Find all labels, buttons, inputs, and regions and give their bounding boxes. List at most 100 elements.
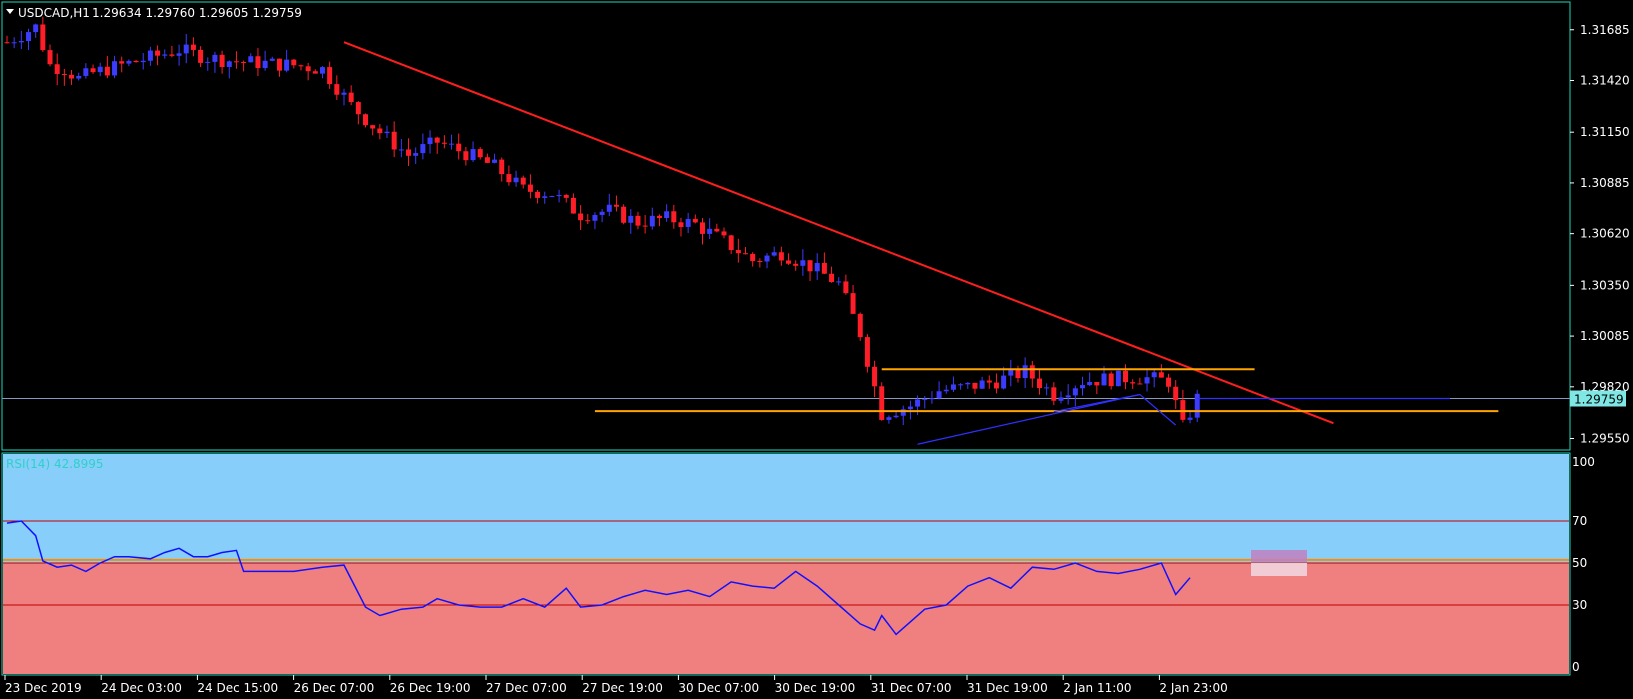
bull-candle — [979, 380, 985, 389]
bear-candle — [119, 61, 125, 64]
bull-candle — [1001, 375, 1007, 389]
time-tick-label: 31 Dec 07:00 — [871, 681, 952, 695]
rsi-label: RSI(14) 42.8995 — [6, 457, 104, 471]
bear-candle — [570, 197, 576, 214]
bear-candle — [563, 195, 569, 198]
bear-candle — [169, 54, 175, 56]
bull-candle — [420, 144, 426, 154]
price-tick-label: 1.31420 — [1580, 73, 1630, 87]
bull-candle — [1194, 393, 1200, 418]
bull-candle — [1101, 373, 1107, 386]
bull-candle — [893, 415, 899, 418]
price-axis[interactable]: 1.31685 1.31420 1.31150 1.30885 1.30620 1.303… — [1570, 23, 1630, 446]
bear-candle — [743, 253, 749, 255]
time-axis[interactable]: 23 Dec 2019 24 Dec 03:00 24 Dec 15:00 26 De… — [4, 675, 1228, 695]
bull-candle — [269, 58, 275, 61]
rsi-axis: 100 70 50 30 0 — [1572, 455, 1595, 674]
bull-candle — [915, 399, 921, 407]
bear-candle — [613, 204, 619, 207]
bull-candle — [1072, 388, 1078, 396]
bear-candle — [714, 228, 720, 232]
candlesticks — [4, 16, 1200, 426]
bear-candle — [1166, 377, 1172, 387]
bull-candle — [664, 211, 670, 218]
bear-candle — [477, 149, 483, 158]
bull-candle — [470, 149, 476, 161]
bear-candle — [463, 151, 469, 161]
bull-candle — [707, 228, 713, 234]
price-tick-label: 1.29820 — [1580, 380, 1630, 394]
bull-candle — [413, 153, 419, 156]
bear-candle — [312, 71, 318, 74]
bull-candle — [284, 59, 290, 71]
bear-candle — [635, 215, 641, 226]
bull-candle — [936, 391, 942, 399]
bear-candle — [327, 67, 333, 85]
rsi-level-label: 30 — [1572, 598, 1587, 612]
price-tick-label: 1.30620 — [1580, 227, 1630, 241]
bear-candle — [578, 213, 584, 221]
dropdown-arrow-icon[interactable] — [6, 9, 14, 14]
bear-candle — [750, 253, 756, 262]
bear-candle — [527, 184, 533, 192]
bear-candle — [692, 218, 698, 223]
bear-candle — [986, 380, 992, 383]
rsi-highlight-box-top — [1251, 550, 1307, 562]
bear-candle — [807, 260, 813, 272]
bull-candle — [764, 255, 770, 262]
bull-candle — [1080, 385, 1085, 389]
bear-candle — [1051, 387, 1057, 401]
bear-candle — [298, 65, 304, 67]
bear-candle — [47, 50, 53, 65]
current-price-label: 1.29759 — [1574, 392, 1624, 406]
price-tick-label: 1.31150 — [1580, 125, 1630, 139]
bull-candle — [1044, 387, 1050, 389]
bull-candle — [341, 92, 347, 95]
bull-candle — [11, 42, 17, 44]
time-tick-label: 26 Dec 19:00 — [390, 681, 471, 695]
bear-candle — [535, 191, 541, 198]
bull-candle — [147, 50, 153, 61]
bull-candle — [97, 66, 103, 73]
bull-candle — [398, 149, 404, 151]
time-tick-label: 26 Dec 07:00 — [294, 681, 375, 695]
bear-candle — [829, 273, 835, 283]
bear-candle — [671, 211, 677, 223]
bull-candle — [1022, 365, 1028, 379]
price-panel[interactable] — [1, 1, 1571, 451]
bear-candle — [1137, 383, 1143, 385]
bull-candle — [18, 41, 24, 43]
bull-candle — [183, 44, 189, 54]
bear-candle — [793, 263, 799, 266]
bull-candle — [599, 211, 605, 215]
bear-candle — [276, 58, 282, 71]
bull-candle — [33, 24, 39, 33]
ohlc-values: 1.29634 1.29760 1.29605 1.29759 — [92, 6, 302, 20]
time-tick-label: 24 Dec 15:00 — [197, 681, 278, 695]
bull-candle — [1151, 372, 1157, 378]
bear-candle — [821, 262, 827, 274]
bear-candle — [757, 261, 763, 263]
bull-candle — [922, 398, 928, 400]
blue-line — [917, 393, 1140, 445]
time-tick-label: 27 Dec 19:00 — [582, 681, 663, 695]
bull-candle — [1144, 377, 1150, 384]
rsi-highlight-box-bottom — [1251, 563, 1307, 576]
bull-candle — [900, 409, 906, 416]
bear-candle — [69, 74, 75, 79]
bull-candle — [83, 68, 89, 76]
bull-candle — [965, 382, 971, 385]
rsi-level-label: 0 — [1572, 660, 1580, 674]
bull-candle — [205, 61, 211, 63]
bear-candle — [678, 222, 684, 227]
bull-candle — [492, 159, 498, 163]
bear-candle — [133, 60, 139, 63]
bear-candle — [520, 177, 526, 185]
rsi-lower-zone — [3, 563, 1569, 674]
bear-candle — [348, 92, 354, 103]
blue-drawing-lines[interactable] — [917, 393, 1450, 445]
price-tick-label: 1.30085 — [1580, 329, 1630, 343]
descending-trendline[interactable] — [343, 41, 1334, 425]
bull-candle — [549, 196, 555, 198]
bear-candle — [1130, 382, 1136, 384]
